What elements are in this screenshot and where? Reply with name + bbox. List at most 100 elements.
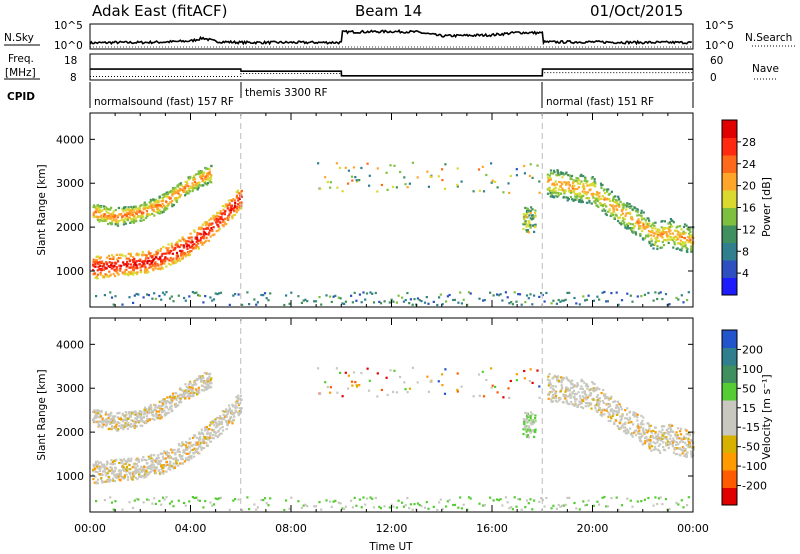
data-point	[553, 191, 556, 194]
data-point	[547, 382, 551, 385]
data-point	[217, 429, 220, 432]
data-point	[220, 432, 223, 435]
data-point	[212, 421, 215, 424]
data-point	[587, 197, 590, 200]
data-point	[631, 435, 634, 438]
data-point	[188, 295, 191, 298]
data-point	[602, 408, 605, 411]
data-point	[337, 296, 340, 299]
data-point	[604, 204, 607, 207]
nave-tick-top: 60	[710, 55, 723, 67]
data-point	[192, 178, 195, 182]
data-point	[634, 434, 638, 437]
data-point	[660, 439, 663, 442]
data-point	[656, 502, 659, 506]
x-tick-label: 12:00	[376, 522, 408, 535]
data-point	[160, 200, 163, 203]
data-point	[227, 412, 230, 415]
data-point	[196, 441, 199, 444]
data-point	[598, 198, 601, 201]
data-point	[155, 466, 158, 469]
data-point	[171, 448, 174, 451]
data-point	[134, 217, 138, 220]
data-point	[529, 498, 532, 501]
data-point	[665, 234, 669, 237]
data-point	[581, 387, 584, 391]
data-point	[176, 459, 179, 462]
data-point	[574, 392, 577, 395]
data-point	[210, 227, 213, 230]
data-point	[529, 368, 532, 371]
data-point	[114, 269, 117, 272]
data-point	[153, 253, 156, 256]
data-point	[604, 209, 607, 212]
data-point	[134, 417, 137, 420]
data-point	[163, 457, 166, 460]
data-point	[152, 258, 155, 262]
data-point	[197, 389, 201, 392]
data-point	[238, 410, 241, 413]
data-point	[210, 217, 213, 220]
data-point	[344, 505, 347, 508]
data-point	[607, 411, 610, 414]
data-point	[406, 292, 409, 295]
data-point	[550, 193, 553, 196]
data-point	[132, 217, 135, 220]
data-point	[356, 385, 359, 388]
data-point	[523, 218, 526, 221]
data-point	[677, 230, 680, 234]
data-point	[226, 423, 229, 426]
data-point	[193, 380, 197, 383]
data-point	[193, 174, 196, 177]
data-point	[645, 223, 648, 226]
data-point	[581, 391, 584, 394]
data-point	[163, 195, 166, 198]
data-point	[177, 192, 180, 195]
data-point	[219, 496, 223, 499]
data-point	[652, 448, 655, 451]
data-point	[622, 216, 625, 219]
data-point	[208, 177, 211, 180]
data-point	[326, 180, 329, 184]
data-point	[408, 302, 411, 305]
time-axis-label: Time UT	[368, 541, 413, 553]
data-point	[568, 496, 571, 499]
data-point	[598, 403, 601, 406]
data-point	[161, 291, 165, 294]
data-point	[200, 170, 203, 173]
data-point	[125, 465, 129, 468]
data-point	[350, 294, 353, 297]
data-point	[106, 472, 109, 475]
data-point	[101, 422, 104, 425]
data-point	[624, 422, 627, 426]
data-point	[138, 410, 141, 413]
data-point	[589, 188, 592, 191]
data-point	[163, 257, 166, 261]
data-point	[641, 419, 644, 423]
data-point	[642, 211, 645, 214]
data-point	[645, 428, 648, 431]
data-point	[558, 181, 561, 184]
data-point	[92, 263, 95, 266]
data-point	[569, 195, 572, 199]
data-point	[186, 458, 189, 462]
data-point	[248, 508, 251, 511]
data-point	[347, 169, 350, 172]
data-point	[133, 205, 136, 208]
data-point	[678, 242, 681, 245]
data-point	[687, 239, 690, 243]
data-point	[155, 410, 158, 413]
data-point	[608, 209, 611, 212]
data-point	[112, 210, 115, 213]
data-point	[620, 209, 624, 212]
data-point	[510, 506, 513, 509]
data-point	[225, 415, 228, 418]
data-point	[158, 461, 161, 464]
data-point	[224, 205, 227, 208]
data-point	[620, 408, 623, 411]
data-point	[649, 230, 653, 234]
data-point	[199, 438, 202, 441]
data-point	[374, 291, 377, 295]
data-point	[234, 205, 237, 208]
data-point	[151, 417, 154, 420]
